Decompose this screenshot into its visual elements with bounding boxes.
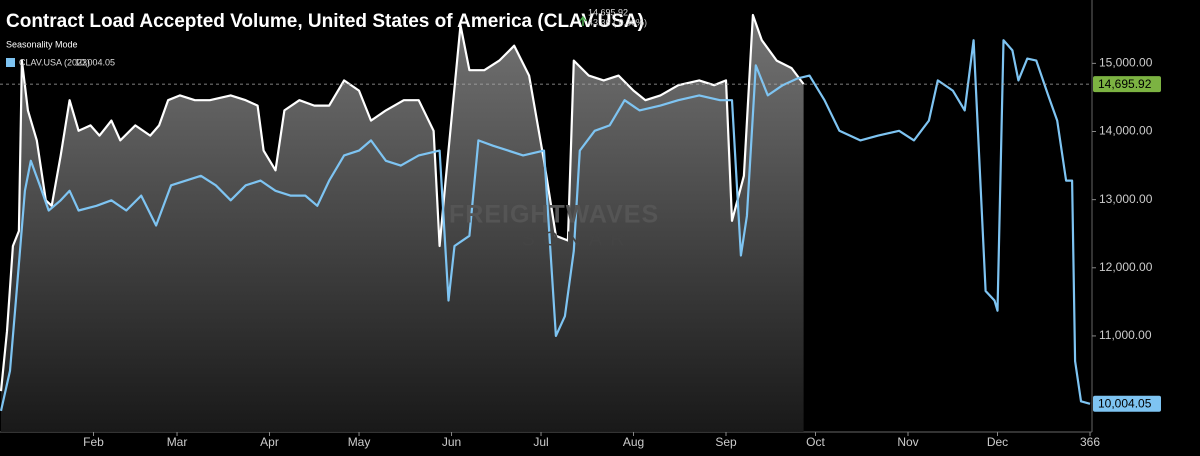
chart-title: Contract Load Accepted Volume, United St… (6, 11, 644, 32)
y-tick-label: 12,000.00 (1099, 260, 1153, 274)
x-tick-label: Jul (533, 435, 548, 449)
last-value-label: 14,695.92 (1098, 77, 1152, 91)
x-tick-label: 366 (1080, 435, 1100, 449)
line (0, 13, 805, 392)
x-tick-label: Dec (987, 435, 1008, 449)
x-tick-label: Apr (260, 435, 279, 449)
watermark: FREIGHTWAVES (449, 201, 659, 229)
last-value-badge (1093, 395, 1161, 412)
watermark: SONAR (521, 228, 632, 250)
x-tick-label: May (348, 435, 371, 449)
header-value: 14,695.92 (588, 7, 628, 17)
x-tick-label: Oct (806, 435, 825, 449)
last-value-badge (1093, 76, 1161, 93)
x-tick-label: Mar (167, 435, 188, 449)
legend-value: 10,004.05 (75, 57, 115, 67)
area (1, 15, 804, 432)
up-arrow (579, 15, 587, 26)
legend-swatch (6, 58, 15, 67)
y-tick-label: 14,000.00 (1099, 124, 1153, 138)
y-tick-label: 11,000.00 (1099, 328, 1152, 342)
header-change: 43.36 ( 0.30%) (588, 17, 647, 27)
x-tick-label: Sep (715, 435, 737, 449)
x-tick-label: Jun (442, 435, 461, 449)
line (0, 39, 1091, 412)
y-tick-label: 15,000.00 (1099, 56, 1153, 70)
plot-area (0, 0, 1096, 436)
mode-label: Seasonality Mode (6, 39, 78, 49)
last-value-label: 10,004.05 (1098, 396, 1152, 410)
legend-label: CLAV.USA (2023) (19, 57, 90, 67)
y-tick-label: 13,000.00 (1099, 192, 1153, 206)
x-tick-label: Feb (83, 435, 104, 449)
x-tick-label: Aug (623, 435, 644, 449)
x-tick-label: Nov (897, 435, 918, 449)
